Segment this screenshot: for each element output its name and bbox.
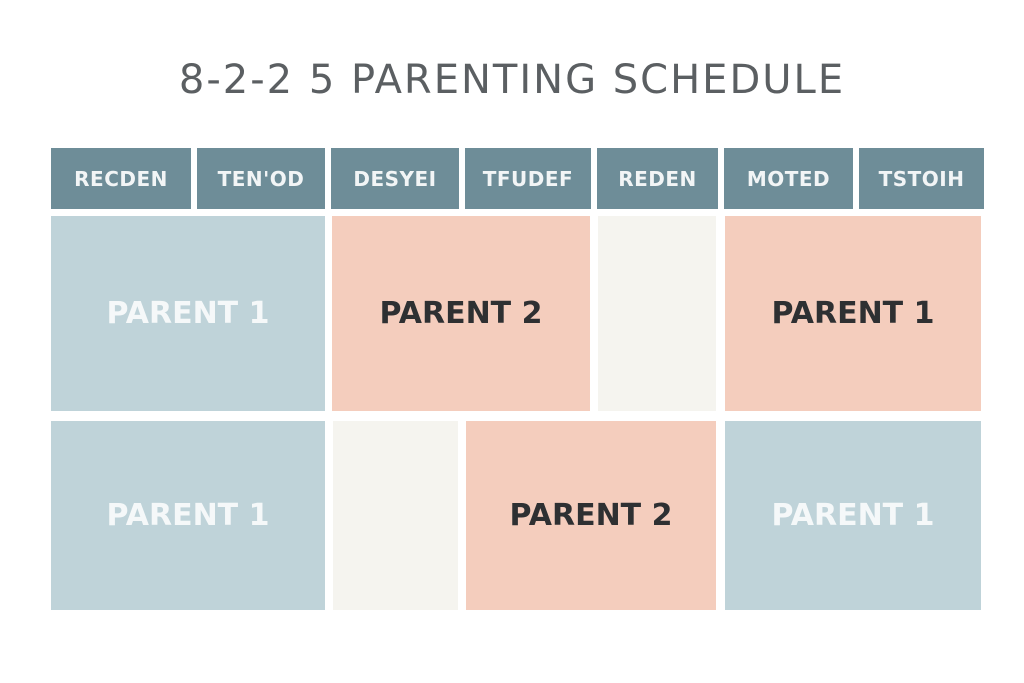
- header-cell: TSTOIH: [859, 148, 984, 209]
- parent-2-block: PARENT 2: [332, 216, 590, 411]
- header-cell: RECDEN: [51, 148, 191, 209]
- header-cell: TEN'OD: [197, 148, 325, 209]
- empty-block: [333, 421, 458, 610]
- page-title: 8-2-2 5 PARENTING SCHEDULE: [178, 57, 846, 103]
- parent-1-block: PARENT 1: [725, 216, 981, 411]
- header-cell: TFUDEF: [465, 148, 591, 209]
- parent-1-block: PARENT 1: [725, 421, 981, 610]
- parent-2-block: PARENT 2: [466, 421, 716, 610]
- parent-1-block: PARENT 1: [51, 421, 325, 610]
- header-cell: MOTED: [724, 148, 853, 209]
- header-cell: REDEN: [597, 148, 718, 209]
- empty-block: [598, 216, 716, 411]
- header-cell: DESYEI: [331, 148, 459, 209]
- parent-1-block: PARENT 1: [51, 216, 325, 411]
